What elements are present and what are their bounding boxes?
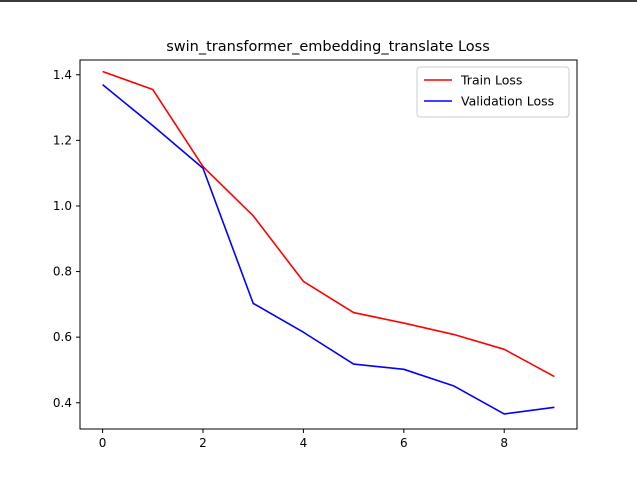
y-tick-label: 0.8 (53, 265, 72, 279)
x-tick-label: 6 (400, 436, 408, 450)
series-lines (102, 70, 555, 415)
x-tick-label: 0 (99, 436, 107, 450)
legend-label: Validation Loss (461, 94, 554, 109)
plot-frame (79, 59, 578, 430)
y-tick-label: 1.0 (53, 199, 72, 213)
series-line-validation-loss (102, 83, 555, 415)
legend: Train Loss Validation Loss (416, 66, 570, 118)
x-tick-label: 8 (500, 436, 508, 450)
series-line-train-loss (102, 70, 555, 378)
y-axis: 0.4 0.6 0.8 1.0 1.2 1.4 (53, 68, 80, 410)
legend-label: Train Loss (460, 73, 522, 88)
x-tick-label: 4 (300, 436, 308, 450)
y-tick-label: 1.2 (53, 133, 72, 147)
y-tick-label: 0.6 (53, 330, 72, 344)
chart-title: swin_transformer_embedding_translate Los… (166, 39, 490, 55)
y-tick-label: 1.4 (53, 68, 72, 82)
x-tick-label: 2 (199, 436, 207, 450)
legend-box (416, 66, 570, 118)
window-top-border (0, 0, 637, 2)
x-axis: 0 2 4 6 8 (99, 429, 508, 450)
y-tick-label: 0.4 (53, 396, 72, 410)
